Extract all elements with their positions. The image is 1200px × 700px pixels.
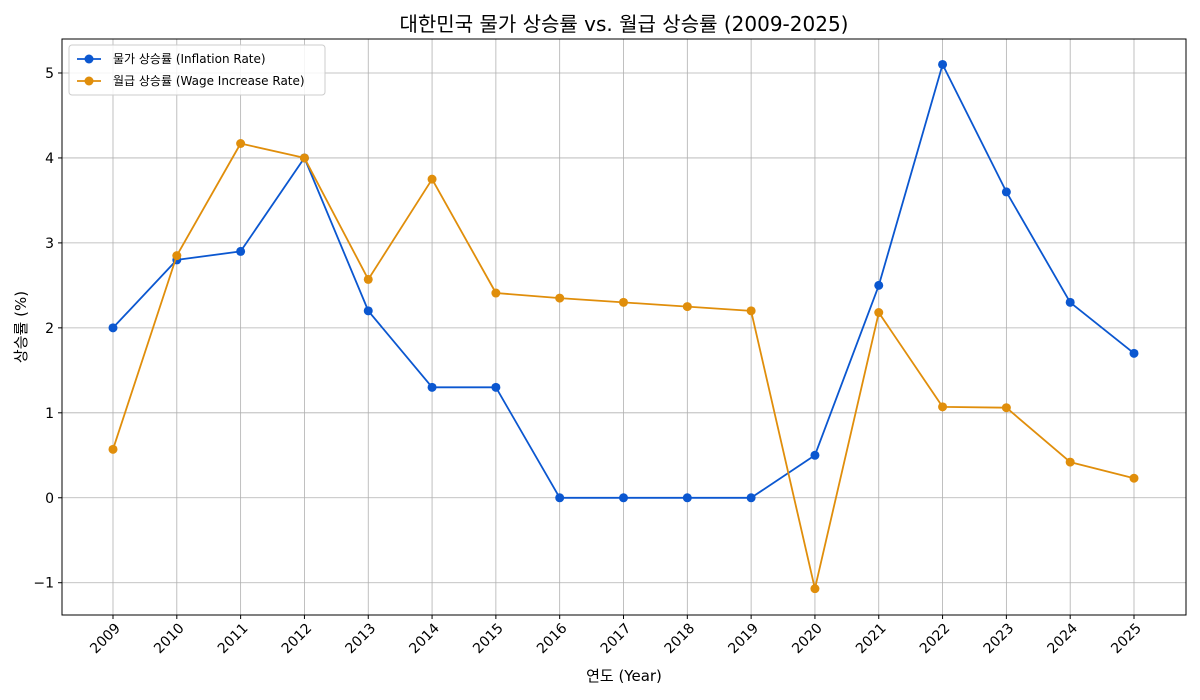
series-1-point (874, 280, 884, 290)
chart-title: 대한민국 물가 상승률 vs. 월급 상승률 (2009-2025) (400, 12, 849, 36)
series-2-point (746, 306, 756, 316)
x-axis-label: 연도 (Year) (586, 667, 662, 685)
series-1-point (938, 59, 948, 69)
series-layer (108, 59, 1139, 594)
series-1-point (619, 493, 628, 503)
series-1-point (491, 382, 501, 392)
legend-swatch-marker (84, 76, 94, 86)
series-1-point (810, 450, 820, 460)
series-2-point (1129, 473, 1139, 483)
y-tick-label: 1 (45, 406, 54, 422)
series-2-point (938, 402, 948, 412)
series-1-point (427, 382, 437, 392)
series-2-point (1065, 457, 1075, 467)
series-1-point (682, 493, 692, 503)
series-2-point (427, 174, 437, 184)
series-1-point (1001, 187, 1011, 197)
legend: 물가 상승률 (Inflation Rate) 월급 상승률 (Wage Incr… (68, 44, 326, 96)
series-2-point (1001, 403, 1011, 413)
series-1-point (108, 323, 118, 333)
series-2-point (555, 293, 565, 303)
series-2-point (810, 584, 820, 594)
grid-lines (62, 39, 1186, 615)
series-1-point (236, 246, 246, 256)
legend-swatch-marker (84, 54, 94, 64)
y-axis-label: 상승률 (%) (12, 291, 30, 363)
series-1-point (1065, 297, 1075, 307)
series-2-point (874, 308, 884, 318)
y-tick-label: 0 (45, 491, 54, 507)
series-2-point (363, 274, 373, 284)
series-2-point (108, 444, 118, 454)
y-tick-label: 2 (45, 321, 54, 337)
series-1-point (1129, 348, 1139, 358)
legend-box (68, 44, 326, 96)
series-2-point (236, 138, 246, 148)
legend-entry-label: 월급 상승률 (Wage Increase Rate) (113, 74, 305, 88)
series-1-point (555, 493, 565, 503)
legend-entry-label: 물가 상승률 (Inflation Rate) (113, 52, 266, 66)
y-tick-label: 4 (45, 151, 54, 167)
series-2-point (682, 302, 692, 312)
series-1-point (746, 493, 756, 503)
series-2-point (299, 153, 309, 163)
series-2-point (172, 251, 182, 261)
series-1-point (363, 306, 373, 316)
series-2-point (491, 288, 501, 298)
series-2-point (619, 297, 628, 307)
y-tick-label: 5 (45, 66, 54, 82)
y-tick-label: −1 (33, 576, 54, 592)
y-tick-label: 3 (45, 236, 54, 252)
